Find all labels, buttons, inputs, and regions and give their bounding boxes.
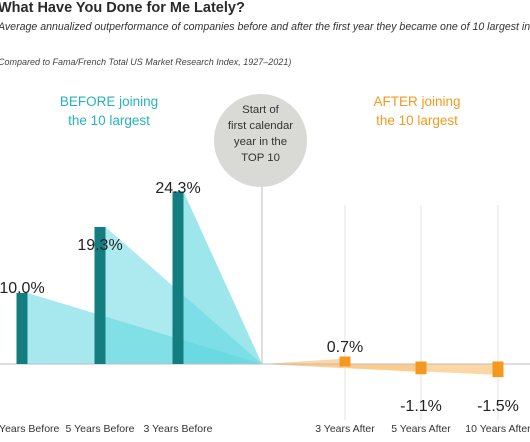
category-label: 10 Years Before xyxy=(0,423,60,435)
after-label-line-2: the 10 largest xyxy=(376,113,458,128)
category-label: 5 Years After xyxy=(391,423,451,435)
after-wedge xyxy=(262,364,416,372)
category-label: 10 Years After xyxy=(465,423,530,435)
chart-subtitle: Average annualized outperformance of com… xyxy=(0,21,530,33)
center-circle xyxy=(214,94,307,187)
before-label-line-1: BEFORE joining xyxy=(59,94,159,109)
center-label-line-3: year in the xyxy=(233,136,288,148)
category-label: 5 Years Before xyxy=(66,423,135,435)
bar xyxy=(492,361,504,378)
bar xyxy=(415,361,427,375)
after-wedge xyxy=(262,364,493,375)
data-label: 24.3% xyxy=(155,180,200,197)
bar xyxy=(339,356,351,367)
data-label: -1.1% xyxy=(400,398,442,415)
before-wedge xyxy=(27,293,262,364)
category-label: 3 Years Before xyxy=(144,423,213,435)
data-label: 10.0% xyxy=(0,280,45,297)
chart-note: Compared to Fama/French Total US Market … xyxy=(0,57,292,67)
before-label-line-2: the 10 largest xyxy=(68,113,150,128)
center-label-line-4: TOP 10 xyxy=(241,152,280,164)
category-label: 3 Years After xyxy=(315,423,375,435)
after-section-label: AFTER joining the 10 largest xyxy=(352,92,482,130)
chart-title: What Have You Done for Me Lately? xyxy=(0,0,245,16)
after-wedge xyxy=(262,359,340,364)
bar xyxy=(172,191,184,364)
data-label: 19.3% xyxy=(77,237,122,254)
center-label: Start of first calendar year in the TOP … xyxy=(214,102,307,166)
data-label: 0.7% xyxy=(327,339,363,356)
before-section-label: BEFORE joining the 10 largest xyxy=(44,92,174,130)
center-label-line-2: first calendar xyxy=(227,120,294,132)
bar xyxy=(94,226,106,364)
center-label-line-1: Start of xyxy=(242,104,279,116)
after-label-line-1: AFTER joining xyxy=(373,94,461,109)
bar xyxy=(16,293,28,364)
data-label: -1.5% xyxy=(477,398,519,415)
